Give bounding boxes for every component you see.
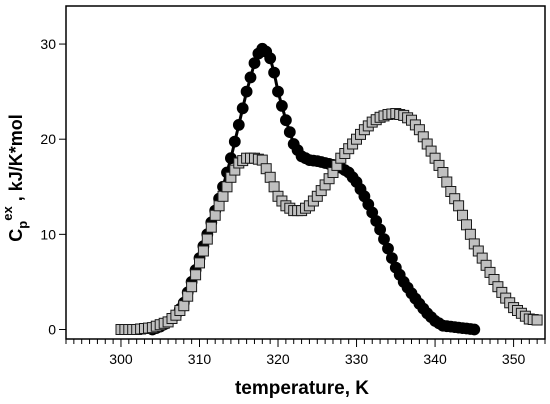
square-marker (217, 190, 229, 202)
y-axis-title-base: C (6, 229, 26, 242)
square-marker (178, 300, 190, 312)
y-tick-label: 30 (40, 36, 56, 52)
y-tick-label: 20 (40, 131, 56, 147)
x-tick-label: 310 (188, 351, 212, 367)
square-marker (205, 221, 217, 233)
circle-marker (279, 114, 292, 127)
square-marker (464, 228, 476, 240)
circle-marker (264, 52, 277, 65)
circle-marker (283, 126, 296, 139)
square-marker (221, 181, 233, 193)
square-marker (268, 181, 280, 193)
square-marker (461, 219, 472, 231)
x-tick-label: 320 (266, 351, 290, 367)
square-marker (209, 209, 221, 221)
y-axis-title-rest: , kJ/K*mol (6, 114, 26, 206)
square-marker (441, 176, 453, 188)
y-axis-title-sup: ex (0, 206, 15, 221)
square-marker (194, 257, 205, 269)
square-marker (264, 171, 276, 183)
x-axis-title: temperature, K (235, 378, 369, 399)
square-marker (201, 233, 213, 245)
square-marker (437, 167, 449, 178)
plot-background (66, 6, 545, 339)
circle-marker (275, 100, 288, 112)
square-marker (213, 200, 225, 212)
x-tick-label: 330 (345, 351, 369, 367)
circle-marker (240, 85, 253, 98)
square-marker (531, 314, 543, 326)
square-marker (197, 245, 209, 257)
square-marker (182, 290, 194, 302)
y-axis-title: Cpex , kJ/K*mol (0, 114, 30, 241)
plot-frame (65, 5, 546, 340)
y-tick-labels: 0 10 20 30 (40, 36, 56, 337)
square-marker (190, 269, 202, 281)
square-marker (186, 281, 198, 293)
circle-marker (244, 71, 257, 84)
circle-marker (228, 135, 241, 148)
x-tick-label: 340 (423, 351, 447, 367)
circle-marker (272, 85, 284, 98)
x-tick-labels: 300 310 320 330 340 350 (109, 351, 525, 367)
y-tick-label: 0 (48, 321, 56, 337)
circle-marker (468, 323, 481, 336)
circle-marker (236, 102, 249, 115)
circle-marker (268, 66, 281, 79)
circle-marker (232, 119, 245, 131)
square-marker (457, 209, 468, 221)
y-axis-title-sub: p (15, 221, 30, 229)
square-series (115, 108, 543, 335)
square-marker (453, 200, 465, 212)
y-tick-label: 10 (40, 226, 56, 242)
data-markers (115, 42, 543, 336)
x-tick-label: 300 (109, 351, 133, 367)
axis-ticks (59, 43, 546, 347)
x-tick-label: 350 (502, 351, 526, 367)
